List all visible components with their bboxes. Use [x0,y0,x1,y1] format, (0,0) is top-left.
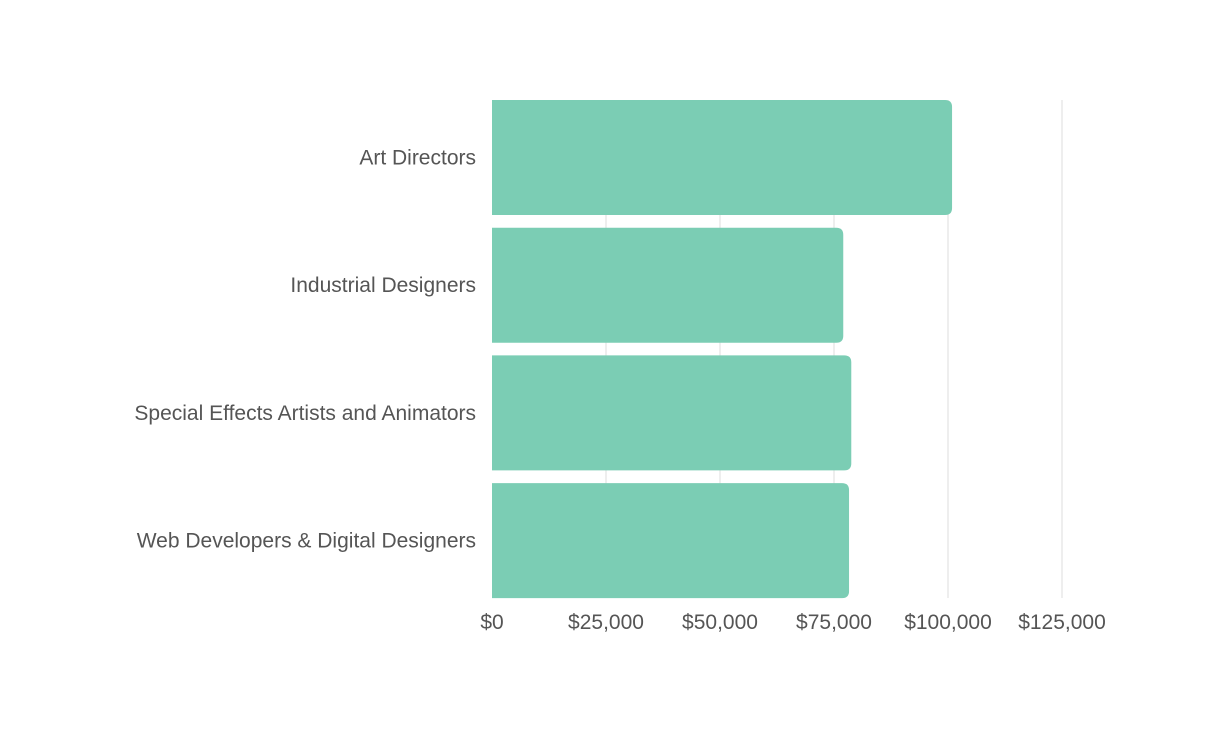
x-tick-label: $50,000 [682,611,758,634]
category-labels: Art Directors Industrial Designers Special… [134,147,476,553]
category-label: Special Effects Artists and Animators [134,402,476,425]
x-tick-label: $0 [480,611,503,634]
bars [492,100,953,599]
x-tick-label: $125,000 [1018,611,1106,634]
x-tick-label: $25,000 [568,611,644,634]
category-label: Industrial Designers [290,274,476,297]
category-label: Art Directors [359,147,476,170]
bar [492,227,844,343]
x-tick-label: $75,000 [796,611,872,634]
bar [492,100,953,215]
category-label: Web Developers & Digital Designers [137,530,476,553]
bar [492,355,852,471]
x-axis-tick-labels: $0 $25,000 $50,000 $75,000 $100,000 $125,000 [480,611,1105,634]
bar [492,483,850,599]
x-tick-label: $100,000 [904,611,992,634]
